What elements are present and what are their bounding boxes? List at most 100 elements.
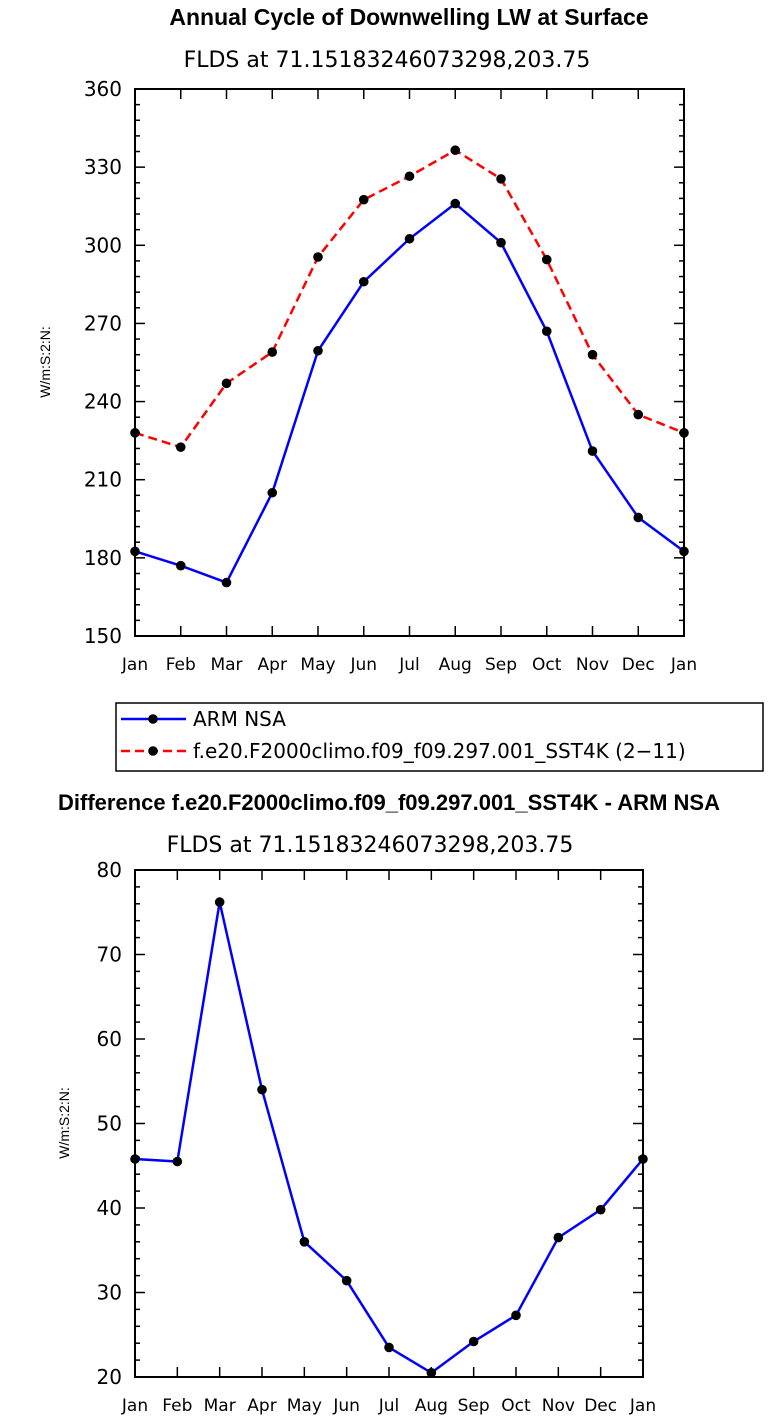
data-point bbox=[587, 349, 598, 360]
x-tick-label: Aug bbox=[415, 1396, 448, 1416]
data-point bbox=[541, 326, 552, 337]
panel2-y-tick-labels: 20 30 40 50 60 70 80 bbox=[97, 858, 122, 1389]
data-point bbox=[267, 487, 278, 498]
x-tick-label: Feb bbox=[166, 655, 196, 675]
x-tick-label: Nov bbox=[542, 1396, 575, 1416]
panel2-x-tick-labels: Jan Feb Mar Apr May Jun Jul Aug Sep Oct Nov Dec Jan bbox=[121, 1396, 656, 1416]
data-point bbox=[633, 409, 644, 420]
panel2-axes bbox=[134, 869, 644, 1378]
x-tick-label: Jul bbox=[398, 655, 420, 675]
legend: ARM NSA f.e20.F2000climo.f09_f09.297.001… bbox=[115, 702, 764, 772]
data-point bbox=[553, 1232, 564, 1243]
series-line-0 bbox=[134, 901, 644, 1375]
y-tick-label: 240 bbox=[84, 390, 122, 414]
difference-panel: Difference f.e20.F2000climo.f09_f09.297.… bbox=[56, 790, 720, 1416]
legend-label-arm-nsa: ARM NSA bbox=[193, 707, 286, 731]
y-tick-label: 270 bbox=[84, 311, 122, 335]
x-tick-label: Apr bbox=[258, 655, 287, 675]
legend-box bbox=[115, 702, 764, 772]
data-point bbox=[496, 237, 506, 248]
y-tick-label: 300 bbox=[84, 233, 122, 257]
data-point bbox=[679, 546, 689, 557]
data-point bbox=[541, 254, 552, 265]
data-point bbox=[341, 1275, 352, 1286]
data-point bbox=[175, 442, 186, 452]
panel2-y-axis-label: W/m:S:2:N: bbox=[56, 1087, 72, 1159]
x-tick-label: Dec bbox=[584, 1396, 617, 1416]
data-point bbox=[313, 345, 323, 356]
data-point bbox=[384, 1342, 394, 1353]
data-point bbox=[221, 577, 232, 588]
data-point bbox=[172, 1156, 183, 1167]
y-tick-label: 20 bbox=[97, 1365, 122, 1389]
y-tick-label: 330 bbox=[84, 155, 122, 179]
legend-item-sst4k: f.e20.F2000climo.f09_f09.297.001_SST4K (… bbox=[121, 739, 686, 763]
data-point bbox=[426, 1367, 437, 1378]
legend-marker-arm-nsa bbox=[148, 714, 158, 724]
panel1-axes bbox=[134, 88, 685, 637]
data-point bbox=[299, 1237, 310, 1247]
legend-label-sst4k: f.e20.F2000climo.f09_f09.297.001_SST4K (… bbox=[193, 739, 686, 763]
y-tick-label: 80 bbox=[97, 858, 122, 882]
legend-item-arm-nsa: ARM NSA bbox=[121, 707, 286, 731]
panel2-title: Difference f.e20.F2000climo.f09_f09.297.… bbox=[58, 790, 720, 815]
data-point bbox=[130, 1154, 140, 1164]
series-line-0 bbox=[134, 202, 685, 585]
data-point bbox=[496, 174, 506, 184]
y-tick-label: 60 bbox=[97, 1027, 122, 1051]
panel2-series bbox=[130, 897, 648, 1378]
y-tick-label: 150 bbox=[84, 624, 122, 648]
x-tick-label: Aug bbox=[439, 655, 472, 675]
data-point bbox=[358, 276, 369, 287]
data-point bbox=[214, 897, 225, 907]
data-point bbox=[633, 512, 644, 523]
data-point bbox=[638, 1154, 648, 1164]
x-tick-label: Jan bbox=[670, 655, 697, 675]
y-tick-label: 180 bbox=[84, 546, 122, 570]
x-tick-label: Jul bbox=[378, 1396, 400, 1416]
x-tick-label: Dec bbox=[622, 655, 655, 675]
data-point bbox=[221, 378, 232, 389]
x-tick-label: Apr bbox=[247, 1396, 276, 1416]
y-tick-label: 40 bbox=[97, 1196, 122, 1220]
annual-cycle-panel: Annual Cycle of Downwelling LW at Surfac… bbox=[37, 4, 764, 772]
panel1-series bbox=[130, 145, 689, 588]
plot-frame bbox=[134, 869, 644, 1378]
panel1-x-tick-labels: Jan Feb Mar Apr May Jun Jul Aug Sep Oct Nov Dec Jan bbox=[121, 655, 697, 675]
data-point bbox=[358, 194, 369, 205]
data-point bbox=[468, 1336, 479, 1347]
legend-marker-sst4k bbox=[148, 746, 158, 756]
x-tick-label: Jan bbox=[629, 1396, 656, 1416]
y-tick-label: 70 bbox=[97, 943, 122, 967]
y-tick-label: 210 bbox=[84, 468, 122, 492]
x-tick-label: May bbox=[287, 1396, 322, 1416]
data-point bbox=[450, 145, 461, 156]
data-point bbox=[130, 546, 140, 557]
plot-frame bbox=[134, 88, 685, 637]
data-point bbox=[511, 1310, 521, 1321]
x-tick-label: Sep bbox=[485, 655, 517, 675]
x-tick-label: Sep bbox=[458, 1396, 490, 1416]
x-tick-label: Jun bbox=[332, 1396, 360, 1416]
data-point bbox=[404, 233, 415, 244]
x-tick-label: Nov bbox=[576, 655, 609, 675]
panel1-y-axis-label: W/m:S:2:N: bbox=[37, 326, 53, 398]
data-point bbox=[257, 1084, 267, 1095]
x-tick-label: Oct bbox=[532, 655, 562, 675]
panel2-subtitle: FLDS at 71.15183246073298,203.75 bbox=[167, 833, 574, 858]
x-tick-label: Feb bbox=[162, 1396, 192, 1416]
data-point bbox=[450, 198, 461, 209]
x-tick-label: Mar bbox=[210, 655, 242, 675]
y-tick-label: 360 bbox=[84, 77, 122, 101]
series-line-1 bbox=[134, 148, 685, 449]
x-tick-label: Jun bbox=[349, 655, 377, 675]
y-tick-label: 30 bbox=[97, 1281, 122, 1305]
x-tick-label: Jan bbox=[121, 655, 148, 675]
data-point bbox=[130, 428, 140, 438]
data-point bbox=[267, 347, 278, 357]
data-point bbox=[679, 428, 689, 438]
x-tick-label: May bbox=[300, 655, 335, 675]
data-point bbox=[175, 560, 186, 571]
data-point bbox=[313, 252, 323, 262]
